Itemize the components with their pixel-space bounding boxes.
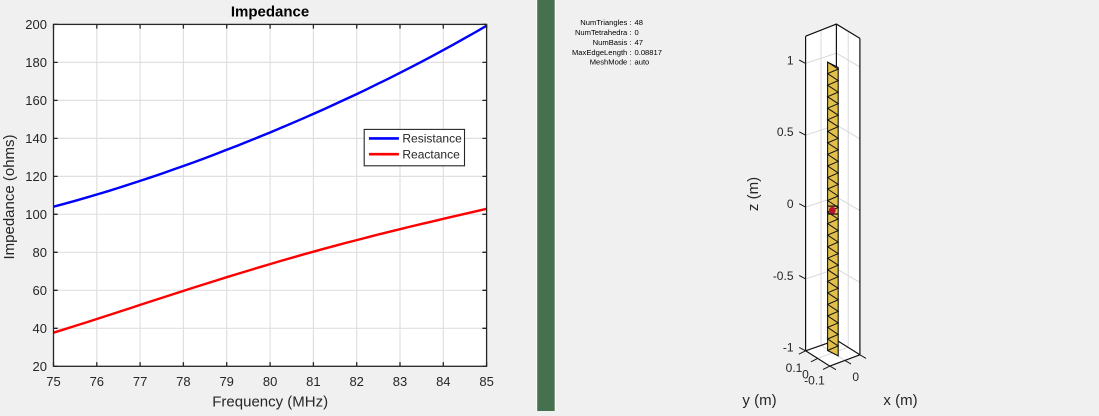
svg-text:180: 180 xyxy=(25,55,47,70)
svg-text:160: 160 xyxy=(25,93,47,108)
svg-text:x (m): x (m) xyxy=(883,392,917,409)
svg-text:20: 20 xyxy=(33,359,47,374)
svg-text:NumBasis :: NumBasis : xyxy=(593,38,632,47)
svg-text:82: 82 xyxy=(349,374,363,389)
svg-text:40: 40 xyxy=(33,321,47,336)
svg-text:MeshMode :: MeshMode : xyxy=(590,58,632,67)
svg-text:76: 76 xyxy=(90,374,104,389)
svg-text:78: 78 xyxy=(176,374,190,389)
svg-text:0: 0 xyxy=(787,197,794,211)
svg-text:81: 81 xyxy=(306,374,320,389)
svg-text:60: 60 xyxy=(33,283,47,298)
svg-text:0: 0 xyxy=(852,370,859,384)
svg-text:Reactance: Reactance xyxy=(402,147,460,161)
svg-text:NumTriangles :: NumTriangles : xyxy=(580,18,631,27)
svg-text:84: 84 xyxy=(436,374,450,389)
svg-text:0.08817: 0.08817 xyxy=(635,48,662,57)
svg-text:80: 80 xyxy=(263,374,277,389)
svg-text:-0.5: -0.5 xyxy=(773,269,794,283)
svg-text:75: 75 xyxy=(46,374,60,389)
svg-text:Impedance (ohms): Impedance (ohms) xyxy=(1,134,18,259)
svg-text:0.5: 0.5 xyxy=(777,125,794,139)
svg-text:100: 100 xyxy=(25,207,47,222)
svg-text:0.1: 0.1 xyxy=(786,361,803,375)
svg-text:Impedance: Impedance xyxy=(231,4,309,21)
svg-text:0: 0 xyxy=(635,28,639,37)
svg-text:85: 85 xyxy=(479,374,493,389)
svg-text:y (m): y (m) xyxy=(742,392,776,409)
svg-text:200: 200 xyxy=(25,17,47,32)
svg-text:NumTetrahedra :: NumTetrahedra : xyxy=(575,28,632,37)
svg-text:Frequency (MHz): Frequency (MHz) xyxy=(212,394,328,411)
svg-text:83: 83 xyxy=(393,374,407,389)
svg-text:80: 80 xyxy=(33,245,47,260)
svg-text:auto: auto xyxy=(635,58,650,67)
svg-text:1: 1 xyxy=(787,53,794,67)
svg-text:140: 140 xyxy=(25,131,47,146)
svg-text:MaxEdgeLength :: MaxEdgeLength : xyxy=(572,48,632,57)
svg-text:0: 0 xyxy=(802,368,809,382)
svg-text:77: 77 xyxy=(133,374,147,389)
svg-text:z (m): z (m) xyxy=(745,177,762,211)
svg-text:79: 79 xyxy=(219,374,233,389)
svg-text:48: 48 xyxy=(635,18,643,27)
svg-text:Resistance: Resistance xyxy=(402,132,462,146)
svg-text:-0.1: -0.1 xyxy=(804,374,825,388)
svg-text:120: 120 xyxy=(25,169,47,184)
svg-text:-1: -1 xyxy=(783,341,794,355)
svg-text:47: 47 xyxy=(635,38,643,47)
